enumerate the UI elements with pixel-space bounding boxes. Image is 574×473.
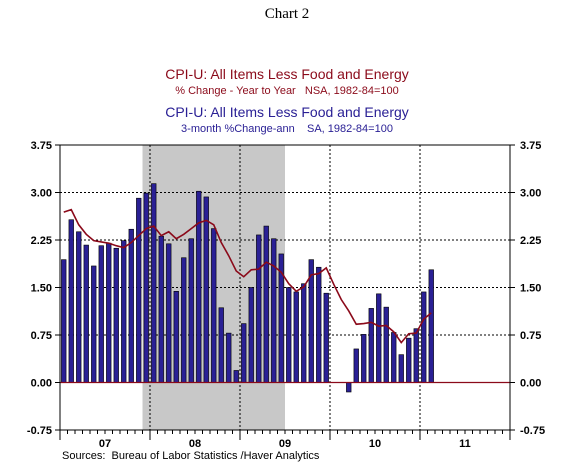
bar	[181, 257, 187, 383]
bar	[316, 266, 322, 383]
bar	[143, 192, 149, 383]
bar	[346, 382, 352, 393]
bar	[218, 307, 224, 383]
bar	[263, 225, 269, 383]
y-tick-label-left: -0.75	[27, 425, 52, 437]
bar	[121, 240, 127, 383]
bar	[353, 348, 359, 383]
y-tick-label-right: 3.00	[520, 188, 541, 200]
bar	[61, 259, 67, 383]
bar	[256, 234, 262, 383]
bar	[166, 243, 172, 383]
bar	[98, 245, 104, 383]
bar	[241, 323, 247, 383]
bar	[368, 308, 374, 383]
y-tick-label-left: 0.75	[31, 330, 52, 342]
source-note: Sources: Bureau of Labor Statistics /Hav…	[62, 450, 320, 462]
bar	[428, 269, 434, 383]
bar	[398, 354, 404, 383]
bar	[293, 291, 299, 383]
y-tick-label-right: 3.75	[520, 140, 541, 152]
bar	[406, 337, 412, 383]
year-to-year-line	[63, 208, 432, 344]
bar	[301, 283, 307, 383]
bar	[106, 242, 112, 383]
bar	[226, 332, 232, 383]
x-year-label: 07	[99, 438, 111, 450]
x-year-label: 10	[369, 438, 381, 450]
bar	[136, 197, 142, 383]
bar	[91, 265, 97, 383]
x-year-label: 08	[189, 438, 201, 450]
bar	[151, 183, 157, 383]
bar	[413, 328, 419, 383]
legend-line-series-title: CPI-U: All Items Less Food and Energy	[165, 66, 409, 82]
bar	[376, 293, 382, 383]
x-year-label: 09	[279, 438, 291, 450]
bar	[248, 287, 254, 383]
bar	[421, 291, 427, 383]
chart-caption: Chart 2	[264, 6, 310, 22]
y-tick-label-right: 2.25	[520, 235, 541, 247]
bar	[76, 231, 82, 383]
y-tick-label-right: 1.50	[520, 283, 541, 295]
bar	[83, 244, 89, 383]
legend-bar-series-subtitle: 3-month %Change-ann SA, 1982-84=100	[181, 123, 393, 135]
legend-line-series-subtitle: % Change - Year to Year NSA, 1982-84=100	[175, 85, 399, 97]
bar	[211, 228, 217, 383]
bar	[196, 190, 202, 383]
y-tick-label-left: 3.00	[31, 188, 52, 200]
bar	[68, 219, 74, 383]
bar	[271, 238, 277, 383]
bar	[158, 235, 164, 383]
bar	[361, 334, 367, 383]
bar	[391, 332, 397, 383]
bar	[203, 196, 209, 383]
y-tick-label-left: 2.25	[31, 235, 52, 247]
bar	[286, 287, 292, 383]
bar	[233, 370, 239, 383]
bar	[188, 238, 194, 383]
y-tick-label-left: 0.00	[31, 378, 52, 390]
y-tick-label-right: 0.75	[520, 330, 541, 342]
y-tick-label-right: -0.75	[520, 425, 545, 437]
y-tick-label-left: 1.50	[31, 283, 52, 295]
x-year-label: 11	[459, 438, 471, 450]
bar	[323, 292, 329, 383]
y-tick-label-right: 0.00	[520, 378, 541, 390]
bar	[173, 290, 179, 383]
y-tick-label-left: 3.75	[31, 140, 52, 152]
bar	[383, 306, 389, 383]
legend-bar-series-title: CPI-U: All Items Less Food and Energy	[165, 104, 409, 120]
bar	[128, 228, 134, 383]
bar	[113, 247, 119, 383]
